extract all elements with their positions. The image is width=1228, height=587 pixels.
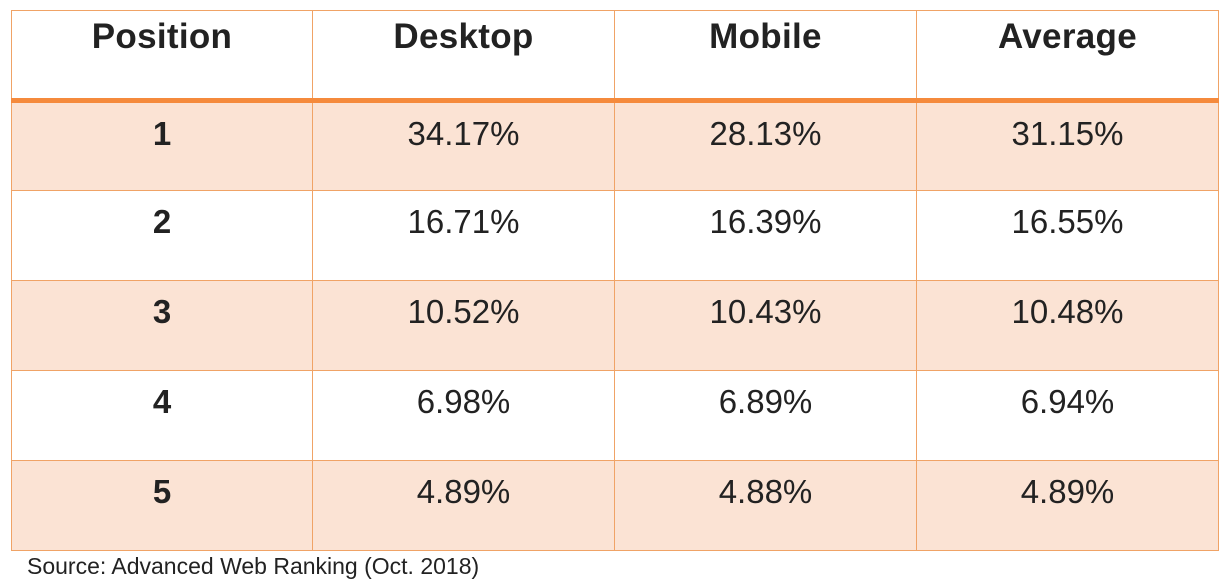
cell-position: 1 <box>11 100 313 191</box>
cell-mobile: 28.13% <box>614 100 917 191</box>
table-row: 1 34.17% 28.13% 31.15% <box>11 100 1219 191</box>
table-row: 3 10.52% 10.43% 10.48% <box>11 280 1219 371</box>
cell-desktop: 34.17% <box>312 100 615 191</box>
cell-desktop: 6.98% <box>312 370 615 461</box>
cell-desktop: 10.52% <box>312 280 615 371</box>
cell-average: 31.15% <box>916 100 1219 191</box>
header-desktop: Desktop <box>312 10 615 103</box>
cell-mobile: 4.88% <box>614 460 917 551</box>
cell-desktop: 16.71% <box>312 190 615 281</box>
cell-position: 4 <box>11 370 313 461</box>
cell-average: 4.89% <box>916 460 1219 551</box>
cell-average: 6.94% <box>916 370 1219 461</box>
cell-position: 3 <box>11 280 313 371</box>
table-row: 5 4.89% 4.88% 4.89% <box>11 460 1219 551</box>
cell-position: 2 <box>11 190 313 281</box>
cell-position: 5 <box>11 460 313 551</box>
header-mobile: Mobile <box>614 10 917 103</box>
table-header-row: Position Desktop Mobile Average <box>11 10 1219 103</box>
cell-mobile: 10.43% <box>614 280 917 371</box>
source-caption: Source: Advanced Web Ranking (Oct. 2018) <box>27 553 480 579</box>
cell-desktop: 4.89% <box>312 460 615 551</box>
cell-average: 10.48% <box>916 280 1219 371</box>
header-average: Average <box>916 10 1219 103</box>
cell-mobile: 6.89% <box>614 370 917 461</box>
cell-mobile: 16.39% <box>614 190 917 281</box>
table-row: 4 6.98% 6.89% 6.94% <box>11 370 1219 461</box>
ctr-table-container: Position Desktop Mobile Average 1 34.17%… <box>11 10 1219 551</box>
cell-average: 16.55% <box>916 190 1219 281</box>
table-row: 2 16.71% 16.39% 16.55% <box>11 190 1219 281</box>
header-position: Position <box>11 10 313 103</box>
ctr-by-position-table: Position Desktop Mobile Average 1 34.17%… <box>11 10 1219 551</box>
